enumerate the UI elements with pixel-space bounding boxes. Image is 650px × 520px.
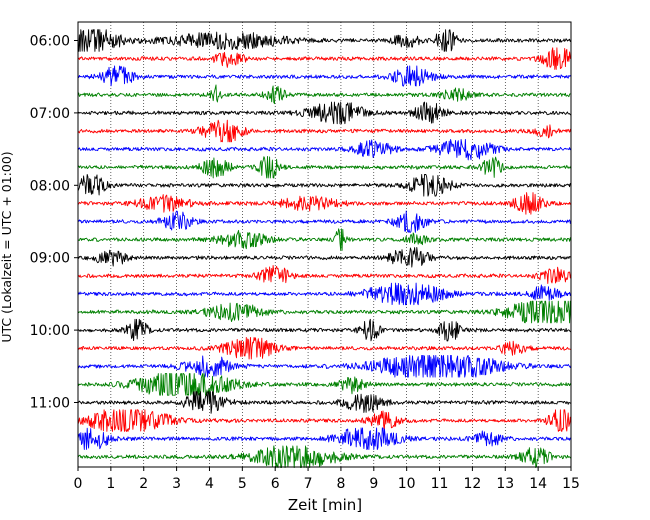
x-tick-label-13: 13	[496, 476, 514, 492]
trace-1100	[77, 391, 572, 414]
x-tick-label-12: 12	[463, 476, 481, 492]
y-tick-label-0700: 07:00	[30, 106, 70, 122]
trace-0745	[77, 155, 572, 179]
trace-1045	[77, 373, 572, 396]
y-tick-label-0900: 09:00	[30, 251, 70, 267]
x-tick-label-2: 2	[139, 476, 148, 492]
x-tick-label-11: 11	[431, 476, 449, 492]
tick-layer: 0 1 2 3 4 5 6 7 8 9 10 11 12 13 14 1506:0007:0008:0009:…	[30, 34, 580, 493]
trace-0845	[77, 228, 572, 251]
trace-1145	[77, 445, 572, 469]
trace-1015	[77, 336, 572, 360]
y-axis-label: UTC (Lokalzeit = UTC + 01:00)	[0, 151, 14, 342]
x-tick-label-9: 9	[369, 476, 378, 492]
trace-0815	[77, 192, 572, 215]
x-tick-label-14: 14	[529, 476, 547, 492]
y-tick-label-1000: 10:00	[30, 323, 70, 339]
trace-1130	[77, 427, 572, 450]
y-tick-label-0600: 06:00	[30, 34, 70, 50]
trace-1000	[77, 318, 572, 342]
y-tick-label-0800: 08:00	[30, 178, 70, 194]
trace-0900	[77, 246, 572, 268]
plot-frame	[77, 21, 572, 468]
trace-0915	[77, 265, 572, 284]
trace-0800	[77, 174, 572, 197]
trace-0830	[77, 210, 572, 233]
x-tick-label-0: 0	[74, 476, 83, 492]
x-tick-label-7: 7	[304, 476, 313, 492]
trace-layer	[77, 29, 572, 469]
x-tick-label-6: 6	[271, 476, 280, 492]
x-tick-label-10: 10	[398, 476, 416, 492]
x-tick-label-4: 4	[205, 476, 214, 492]
trace-0945	[77, 300, 572, 324]
y-tick-label-1100: 11:00	[30, 396, 70, 412]
x-axis-label: Zeit [min]	[288, 496, 362, 514]
x-tick-label-8: 8	[336, 476, 345, 492]
x-tick-label-15: 15	[562, 476, 580, 492]
trace-0930	[77, 282, 572, 306]
x-tick-label-1: 1	[106, 476, 115, 492]
trace-0615	[77, 47, 572, 70]
trace-0715	[77, 119, 572, 143]
trace-0700	[77, 101, 572, 125]
x-tick-label-5: 5	[238, 476, 247, 492]
x-tick-label-3: 3	[172, 476, 181, 492]
trace-0600	[77, 29, 572, 52]
trace-0730	[77, 138, 572, 161]
trace-0630	[77, 65, 572, 87]
trace-0645	[77, 84, 572, 105]
trace-1115	[77, 409, 572, 432]
grid-layer	[110, 22, 539, 467]
trace-1030	[77, 355, 572, 378]
